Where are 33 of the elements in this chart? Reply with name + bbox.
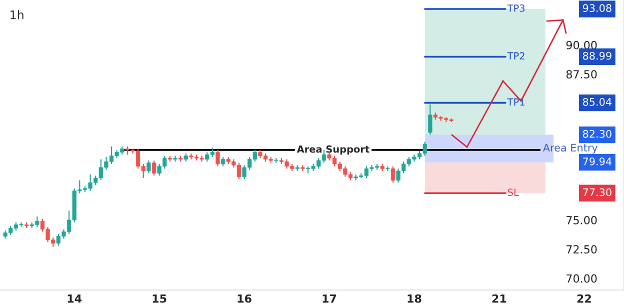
annotation: 77.30 xyxy=(583,188,612,196)
candlestick xyxy=(390,166,396,184)
x-tick-label: 15 xyxy=(152,294,166,303)
ref-line-label: SL xyxy=(508,188,519,196)
ref-line-label: TP3 xyxy=(507,4,525,12)
y-tick-label: 90.00 xyxy=(566,40,597,50)
band-label: Area Entry xyxy=(542,144,598,154)
y-tick-label: 70.00 xyxy=(566,274,597,283)
x-tick-label: 17 xyxy=(322,294,336,303)
candlestick xyxy=(146,160,151,174)
candlestick xyxy=(216,149,220,167)
annotation: 88.99 xyxy=(582,52,612,60)
x-tick-label: 21 xyxy=(492,294,506,303)
y-tick-label: 87.50 xyxy=(566,70,597,78)
x-tick-label: 14 xyxy=(68,294,82,303)
candlestick xyxy=(173,155,178,162)
x-tick-label: 18 xyxy=(408,294,422,303)
annotation: 79.94 xyxy=(583,157,612,166)
y-tick-label: 72.50 xyxy=(566,245,597,254)
annotation: 82.30 xyxy=(582,130,612,138)
ref-line-label: TP1 xyxy=(507,98,524,106)
ref-line-label: Area Support xyxy=(296,145,370,155)
annotation: 93.08 xyxy=(582,4,612,12)
y-tick-label: 75.00 xyxy=(566,216,597,224)
x-tick-label: 22 xyxy=(577,294,591,303)
candlestick xyxy=(300,164,305,172)
ref-line-label: TP2 xyxy=(507,52,524,60)
text: 1h xyxy=(10,10,24,20)
annotation: 85.04 xyxy=(582,98,612,106)
candlestick xyxy=(428,104,432,136)
candlestick xyxy=(152,160,156,176)
candlestick xyxy=(220,156,226,167)
x-tick-label: 16 xyxy=(238,294,252,303)
